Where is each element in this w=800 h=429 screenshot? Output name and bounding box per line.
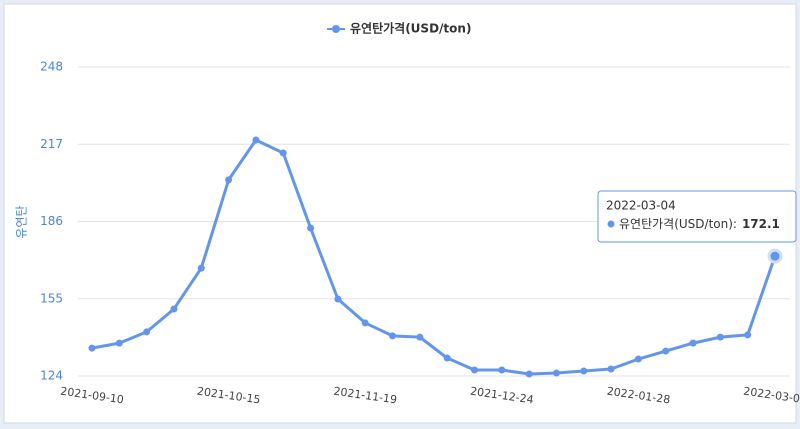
data-point: [607, 365, 615, 373]
data-point: [279, 149, 287, 157]
data-point: [389, 332, 397, 340]
data-line: [91, 138, 777, 376]
data-point: [634, 355, 642, 363]
data-point: [552, 369, 560, 377]
data-point: [170, 305, 178, 313]
data-point: [334, 295, 342, 303]
data-point: [225, 176, 233, 184]
legend-marker: [332, 25, 340, 33]
y-tick-label: 155: [40, 291, 63, 305]
data-point: [689, 339, 697, 347]
legend[interactable]: 유연탄가격(USD/ton): [327, 21, 471, 36]
data-point: [252, 136, 260, 144]
data-point: [197, 264, 205, 272]
tooltip-text: 유연탄가격(USD/ton): 172.1: [619, 217, 780, 231]
data-point: [498, 366, 506, 374]
y-tick-label: 217: [40, 137, 63, 151]
data-point: [470, 366, 478, 374]
legend-label[interactable]: 유연탄가격(USD/ton): [350, 21, 471, 36]
tooltip: 2022-03-04 유연탄가격(USD/ton): 172.1: [597, 190, 797, 243]
tooltip-title: 2022-03-04: [606, 199, 676, 213]
tooltip-marker: [607, 220, 615, 228]
tooltip-label: 유연탄가격(USD/ton):: [619, 217, 737, 231]
data-point: [744, 331, 752, 339]
data-point: [416, 333, 424, 341]
y-tick-label: 186: [40, 214, 63, 228]
data-point: [88, 344, 96, 352]
data-point: [716, 333, 724, 341]
tooltip-box: [597, 190, 797, 243]
data-point: [662, 347, 670, 355]
data-point: [525, 370, 533, 378]
data-point: [143, 328, 151, 336]
data-point: [361, 319, 369, 327]
data-point: [115, 339, 123, 347]
data-point: [443, 354, 451, 362]
y-axis-label: 유연탄: [15, 205, 29, 238]
tooltip-value: 172.1: [742, 217, 780, 231]
y-tick-label: 248: [40, 60, 63, 74]
data-point: [767, 248, 783, 264]
data-point: [307, 224, 315, 232]
y-tick-label: 124: [40, 369, 63, 383]
data-point: [580, 367, 588, 375]
